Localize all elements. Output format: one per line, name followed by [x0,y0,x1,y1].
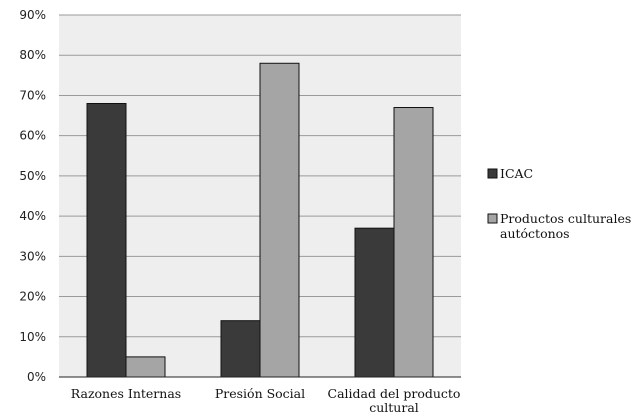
bar-productos-culturales-aut-ctonos-3 [393,107,434,378]
y-tick-label: 90% [19,8,46,22]
y-tick-label: 60% [19,129,46,143]
x-category-label: Razones Internas [71,386,181,401]
y-tick-label: 20% [19,290,46,304]
legend: ICAC Productos culturales autóctonos [487,166,631,241]
y-tick-label: 80% [19,48,46,62]
y-axis-tick-labels: 0% 10% 20% 30% 40% 50% 60% 70% 80% 90% [19,8,46,384]
bar-productos-culturales-aut-ctonos-2 [259,62,300,378]
x-category-label: Calidad del producto cultural [328,386,461,415]
y-tick-label: 30% [19,249,46,263]
bar-icac-3 [354,227,395,378]
bar-icac-1 [86,102,127,378]
legend-label: Productos culturales autóctonos [500,211,631,241]
bars [86,62,434,378]
bar-productos-culturales-aut-ctonos-1 [125,356,166,378]
y-tick-label: 0% [27,370,46,384]
y-tick-label: 10% [19,330,46,344]
legend-swatch [487,213,498,224]
x-category-label: Presión Social [215,386,305,401]
bar-icac-2 [220,320,261,378]
legend-label: ICAC [500,166,533,181]
x-axis-category-labels: Razones Internas Presión Social Calidad de… [71,386,461,415]
y-tick-label: 40% [19,209,46,223]
legend-swatch [487,168,498,179]
y-tick-label: 50% [19,169,46,183]
y-tick-label: 70% [19,88,46,102]
